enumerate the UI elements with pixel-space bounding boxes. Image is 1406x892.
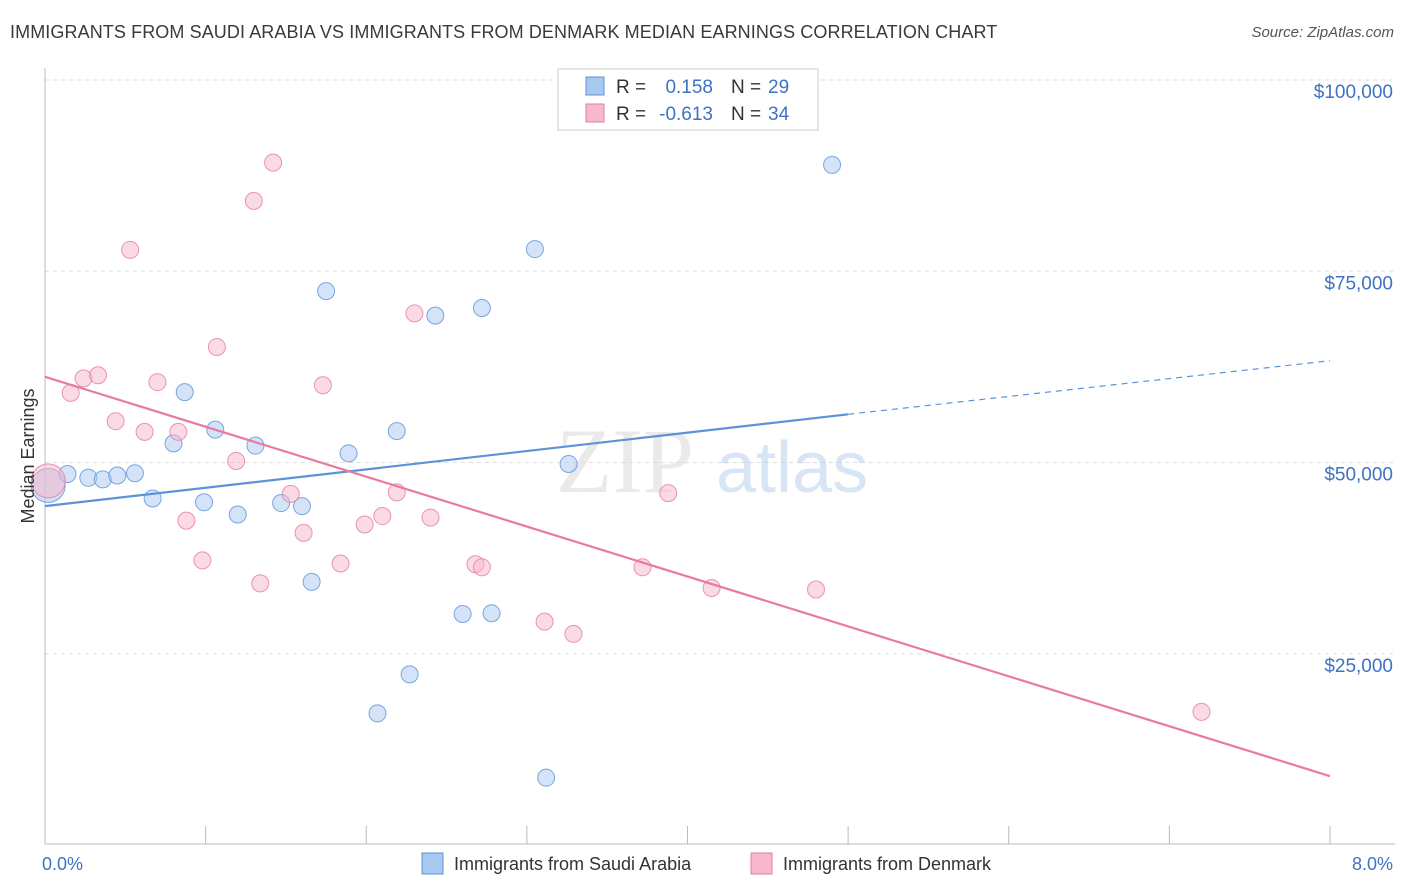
legend-swatch-denmark [585, 103, 605, 123]
y-tick-label: $100,000 [1314, 82, 1393, 103]
legend-r-label-saudi: R = [616, 77, 646, 98]
point-denmark [564, 624, 583, 643]
point-denmark [472, 558, 491, 577]
point-denmark [373, 507, 392, 526]
point-denmark [405, 304, 424, 323]
point-denmark [121, 240, 140, 259]
point-denmark [264, 153, 283, 172]
point-saudi [453, 604, 472, 623]
point-denmark [807, 580, 825, 599]
trend-line-denmark [44, 375, 1331, 778]
point-saudi [400, 665, 419, 684]
trend-line-extension-saudi [848, 360, 1331, 415]
point-saudi [482, 604, 501, 623]
point-denmark [355, 515, 374, 534]
legend-n-label-saudi: N = [731, 77, 761, 98]
point-saudi [559, 455, 578, 474]
point-denmark [177, 511, 196, 530]
point-denmark [281, 484, 300, 503]
legend-r-value-denmark: -0.613 [659, 104, 713, 125]
point-saudi [472, 298, 491, 317]
point-saudi [302, 572, 321, 591]
point-saudi [125, 464, 144, 483]
point-denmark [331, 554, 350, 573]
point-denmark [169, 422, 188, 441]
legend-n-value-saudi: 29 [768, 77, 789, 98]
legend-n-label-denmark: N = [731, 104, 761, 125]
point-denmark [207, 337, 226, 356]
point-denmark [313, 376, 332, 395]
point-saudi [339, 444, 358, 463]
y-tick-label: $25,000 [1324, 656, 1393, 677]
point-denmark [89, 366, 108, 385]
point-denmark [294, 523, 313, 542]
axes: $25,000 $50,000 $75,000 $100,000 [44, 68, 1395, 845]
legend-n-value-denmark: 34 [768, 104, 790, 125]
point-saudi [108, 466, 127, 485]
point-denmark [244, 191, 263, 210]
point-denmark [30, 463, 66, 499]
point-denmark [193, 551, 212, 570]
legend: R = 0.158 N = 29 R = -0.613 N = 34 [557, 68, 819, 131]
legend-r-label-denmark: R = [616, 104, 646, 125]
y-tick-label: $75,000 [1324, 273, 1393, 294]
bottom-legend: Immigrants from Saudi Arabia Immigrants … [421, 852, 992, 875]
point-saudi [823, 155, 842, 174]
point-saudi [195, 493, 214, 512]
point-denmark [421, 508, 440, 527]
x-tick-label-max: 8.0% [1352, 854, 1393, 874]
trend-lines [44, 360, 1331, 778]
y-axis-title: Median Earnings [18, 388, 38, 523]
legend-swatch-saudi [585, 76, 605, 96]
point-denmark [227, 451, 246, 470]
point-saudi [426, 306, 445, 325]
bottom-legend-swatch-denmark [750, 852, 773, 875]
point-saudi [537, 768, 556, 787]
x-tick-label-min: 0.0% [42, 854, 83, 874]
y-tick-label: $50,000 [1324, 465, 1393, 486]
bottom-legend-label-saudi: Immigrants from Saudi Arabia [454, 854, 692, 874]
point-saudi [387, 422, 406, 441]
point-saudi [293, 497, 311, 516]
watermark-atlas: atlas [716, 428, 868, 508]
point-denmark [659, 484, 678, 503]
bottom-legend-swatch-saudi [421, 852, 444, 875]
point-denmark [535, 612, 554, 631]
point-saudi [525, 240, 544, 259]
point-saudi [228, 505, 247, 524]
legend-r-value-saudi: 0.158 [665, 77, 713, 98]
chart-title: IMMIGRANTS FROM SAUDI ARABIA VS IMMIGRAN… [10, 22, 998, 42]
point-saudi [175, 383, 194, 402]
source-label: Source: ZipAtlas.com [1251, 24, 1394, 41]
point-denmark [148, 373, 167, 392]
point-denmark [251, 574, 270, 593]
point-denmark [1192, 702, 1211, 721]
point-denmark [135, 422, 154, 441]
watermark: ZIP atlas [556, 410, 868, 512]
data-points [30, 153, 1211, 787]
trend-line-saudi [44, 413, 849, 508]
point-saudi [317, 282, 336, 301]
point-denmark [106, 412, 125, 431]
bottom-legend-label-denmark: Immigrants from Denmark [783, 854, 992, 874]
point-saudi [368, 704, 387, 723]
grid-lines [45, 79, 1395, 655]
